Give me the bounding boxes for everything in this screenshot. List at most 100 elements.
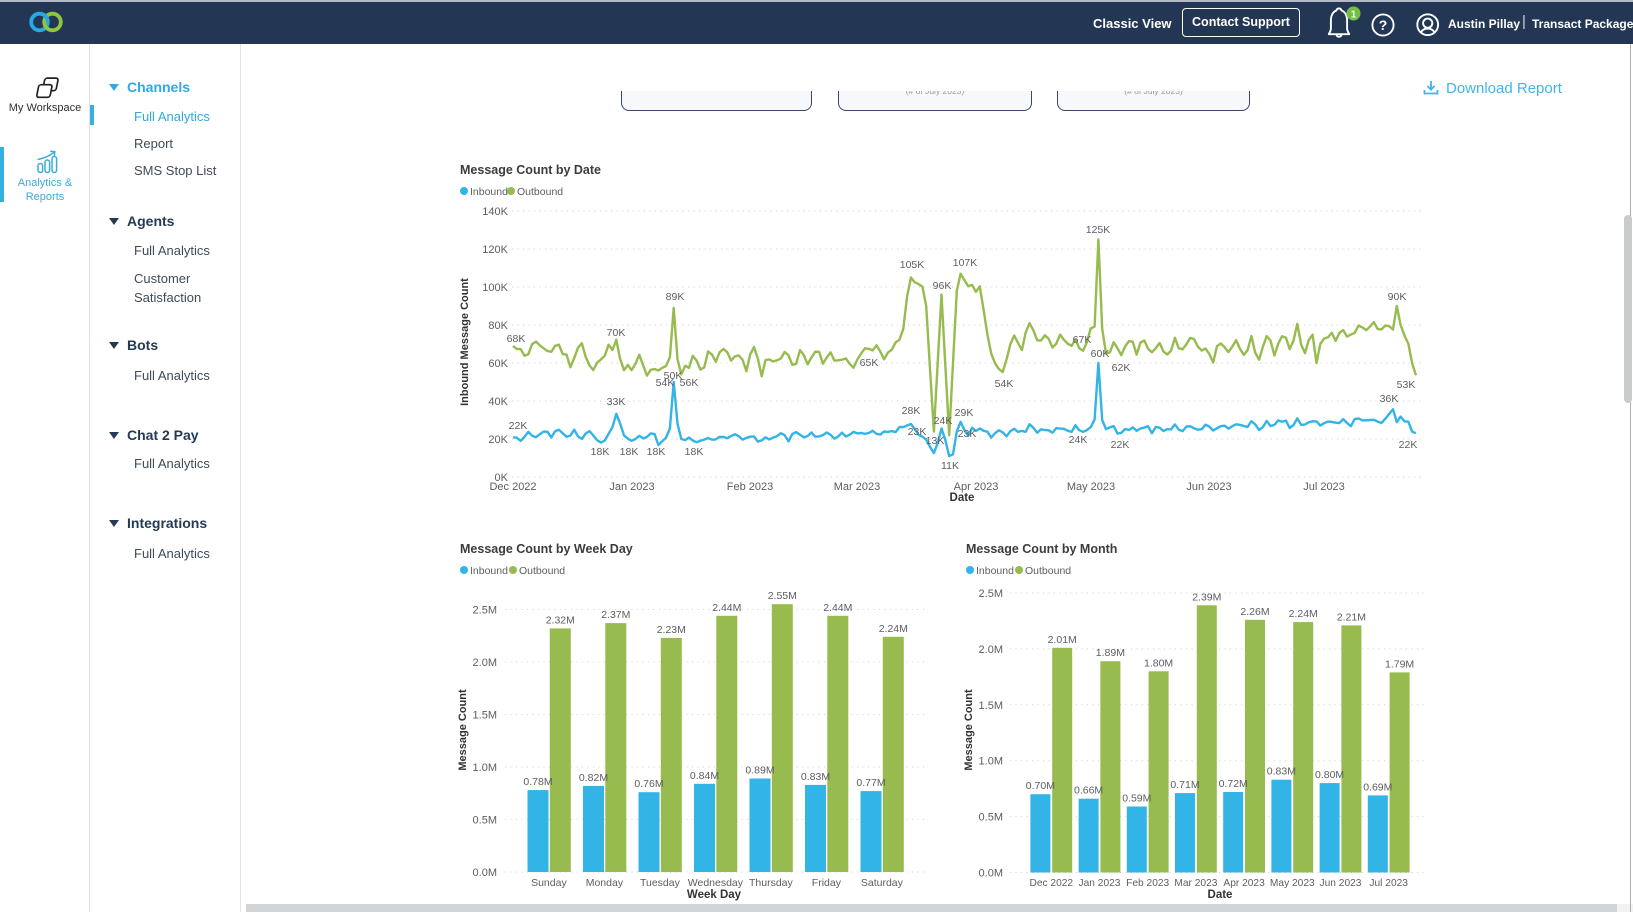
svg-text:May 2023: May 2023 xyxy=(1067,481,1115,493)
svg-text:18K: 18K xyxy=(591,446,610,458)
svg-text:2.44M: 2.44M xyxy=(712,602,741,614)
svg-text:0.66M: 0.66M xyxy=(1074,785,1103,797)
svg-text:1.0M: 1.0M xyxy=(473,762,497,774)
svg-text:0.0M: 0.0M xyxy=(979,868,1003,880)
svg-text:23K: 23K xyxy=(958,428,977,440)
svg-text:1.79M: 1.79M xyxy=(1385,658,1414,670)
svg-text:Friday: Friday xyxy=(812,877,842,889)
svg-text:Inbound: Inbound xyxy=(976,565,1014,577)
svg-text:0.83M: 0.83M xyxy=(1267,766,1296,778)
svg-text:80K: 80K xyxy=(488,320,508,332)
svg-text:0.71M: 0.71M xyxy=(1170,779,1199,791)
svg-text:Dec 2022: Dec 2022 xyxy=(489,481,536,493)
svg-text:Inbound Message Count: Inbound Message Count xyxy=(459,278,471,406)
svg-text:0.78M: 0.78M xyxy=(523,776,552,788)
svg-text:Apr 2023: Apr 2023 xyxy=(954,481,999,493)
svg-text:2.5M: 2.5M xyxy=(979,588,1003,600)
svg-text:0.83M: 0.83M xyxy=(801,771,830,783)
svg-text:2.01M: 2.01M xyxy=(1048,634,1077,646)
svg-text:90K: 90K xyxy=(1388,291,1407,303)
svg-text:2.44M: 2.44M xyxy=(823,602,852,614)
svg-text:0.77M: 0.77M xyxy=(856,777,885,789)
svg-text:0.70M: 0.70M xyxy=(1026,780,1055,792)
svg-text:2.24M: 2.24M xyxy=(1289,608,1318,620)
svg-text:50K: 50K xyxy=(664,370,683,382)
svg-text:40K: 40K xyxy=(488,396,508,408)
svg-text:0.80M: 0.80M xyxy=(1315,769,1344,781)
svg-text:120K: 120K xyxy=(482,244,508,256)
svg-text:2.5M: 2.5M xyxy=(473,605,497,617)
svg-text:0.89M: 0.89M xyxy=(745,765,774,777)
svg-text:Mar 2023: Mar 2023 xyxy=(834,481,880,493)
svg-text:1: 1 xyxy=(1351,9,1357,20)
svg-text:Jan 2023: Jan 2023 xyxy=(1079,878,1121,889)
svg-text:68K: 68K xyxy=(507,333,526,345)
svg-text:Outbound: Outbound xyxy=(1025,565,1071,577)
svg-text:Dec 2022: Dec 2022 xyxy=(1029,878,1073,889)
svg-text:2.32M: 2.32M xyxy=(546,614,575,626)
svg-text:22K: 22K xyxy=(509,420,528,432)
svg-text:Thursday: Thursday xyxy=(749,877,794,889)
svg-text:18K: 18K xyxy=(620,446,639,458)
svg-text:60K: 60K xyxy=(1091,348,1110,360)
svg-text:0.69M: 0.69M xyxy=(1363,781,1392,793)
svg-text:2.55M: 2.55M xyxy=(768,590,797,602)
svg-text:Message Count by Week Day: Message Count by Week Day xyxy=(460,542,633,556)
svg-text:2.39M: 2.39M xyxy=(1192,591,1221,603)
svg-text:24K: 24K xyxy=(934,415,953,427)
svg-text:56K: 56K xyxy=(680,377,699,389)
svg-text:Message Count: Message Count xyxy=(457,689,469,771)
svg-text:89K: 89K xyxy=(666,291,685,303)
svg-text:2.21M: 2.21M xyxy=(1337,611,1366,623)
svg-text:0.72M: 0.72M xyxy=(1219,778,1248,790)
svg-text:20K: 20K xyxy=(488,434,508,446)
svg-text:60K: 60K xyxy=(488,358,508,370)
svg-text:2.24M: 2.24M xyxy=(879,623,908,635)
svg-text:Date: Date xyxy=(1208,889,1233,901)
svg-text:Apr 2023: Apr 2023 xyxy=(1223,878,1265,889)
svg-text:0.5M: 0.5M xyxy=(473,815,497,827)
svg-text:Jul 2023: Jul 2023 xyxy=(1369,878,1408,889)
svg-text:Sunday: Sunday xyxy=(531,877,567,889)
svg-text:?: ? xyxy=(1379,17,1388,33)
svg-text:0.5M: 0.5M xyxy=(979,812,1003,824)
svg-text:Inbound: Inbound xyxy=(470,565,508,577)
svg-text:Outbound: Outbound xyxy=(519,565,565,577)
svg-text:Jun 2023: Jun 2023 xyxy=(1186,481,1231,493)
svg-text:May 2023: May 2023 xyxy=(1270,878,1315,889)
svg-text:Tuesday: Tuesday xyxy=(640,877,681,889)
svg-text:18K: 18K xyxy=(685,446,704,458)
svg-text:100K: 100K xyxy=(482,282,508,294)
svg-text:23K: 23K xyxy=(908,426,927,438)
svg-text:105K: 105K xyxy=(900,259,925,271)
svg-text:Mar 2023: Mar 2023 xyxy=(1174,878,1217,889)
svg-text:107K: 107K xyxy=(953,257,978,269)
svg-text:13K: 13K xyxy=(926,435,945,447)
svg-text:0.76M: 0.76M xyxy=(634,778,663,790)
svg-text:54K: 54K xyxy=(995,378,1014,390)
svg-text:96K: 96K xyxy=(933,280,952,292)
svg-text:0K: 0K xyxy=(495,472,509,484)
svg-text:2.0M: 2.0M xyxy=(979,644,1003,656)
svg-text:Week Day: Week Day xyxy=(687,889,742,901)
svg-text:62K: 62K xyxy=(1112,362,1131,374)
svg-text:0.84M: 0.84M xyxy=(690,770,719,782)
svg-text:2.0M: 2.0M xyxy=(473,657,497,669)
svg-text:Wednesday: Wednesday xyxy=(688,877,744,889)
svg-text:Monday: Monday xyxy=(586,877,624,889)
svg-text:2.26M: 2.26M xyxy=(1240,606,1269,618)
svg-text:36K: 36K xyxy=(1380,393,1399,405)
svg-text:29K: 29K xyxy=(955,407,974,419)
svg-text:Jul 2023: Jul 2023 xyxy=(1303,481,1345,493)
svg-text:1.0M: 1.0M xyxy=(979,756,1003,768)
svg-text:1.80M: 1.80M xyxy=(1144,657,1173,669)
svg-text:0.59M: 0.59M xyxy=(1122,793,1151,805)
svg-text:54K: 54K xyxy=(656,377,675,389)
svg-text:Message Count by Month: Message Count by Month xyxy=(966,542,1117,556)
svg-text:Saturday: Saturday xyxy=(861,877,904,889)
svg-text:70K: 70K xyxy=(607,327,626,339)
svg-text:0.82M: 0.82M xyxy=(579,772,608,784)
svg-text:125K: 125K xyxy=(1086,224,1111,236)
svg-text:2.37M: 2.37M xyxy=(601,609,630,621)
svg-text:22K: 22K xyxy=(1111,439,1130,451)
